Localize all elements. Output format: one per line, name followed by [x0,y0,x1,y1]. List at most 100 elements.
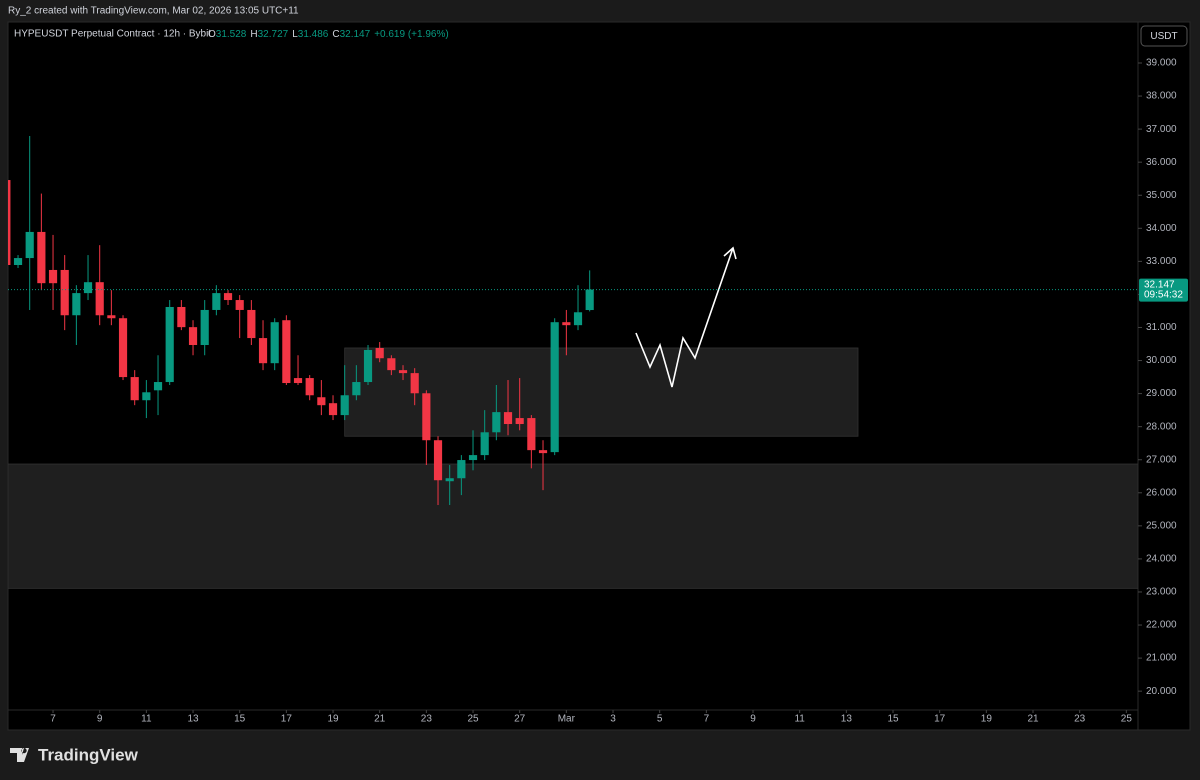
candle-body [118,318,128,378]
x-tick-label: 13 [841,714,853,725]
x-tick-label: 27 [514,714,526,725]
candle-body [223,293,233,301]
ohlc-key: O [208,29,216,40]
brand: TradingView [10,745,139,764]
candle-body [270,322,279,364]
x-tick-label: 25 [467,714,479,725]
brand-name: TradingView [38,745,139,764]
currency-button[interactable] [1140,25,1188,47]
x-tick-label: 21 [374,714,386,725]
y-tick-label: 39.000 [1146,58,1177,69]
arrow-head [723,246,737,260]
x-tick-label: 23 [1074,714,1086,725]
candle-body [282,320,291,384]
candle-body [550,322,559,453]
candle-body [153,382,163,391]
candle-body [142,392,151,401]
y-tick-label: 27.000 [1146,454,1177,465]
candle-body [25,231,34,259]
ohlc-values: O31.528 H32.727 L31.486 C32.147 +0.619 (+1.9… [208,29,449,40]
x-tick-label: 5 [657,714,663,725]
x-tick-label: 17 [281,714,293,725]
x-tick-label: 7 [50,714,56,725]
candle-body [317,397,326,406]
y-tick-label: 31.000 [1146,322,1177,333]
watermark: Ry_2 created with TradingView.com, Mar 0… [8,6,299,17]
x-tick-label: 21 [1027,714,1039,725]
symbol-title: HYPEUSDT Perpetual Contract · 12h · Bybi… [14,29,211,40]
candle-body [83,282,93,294]
candle-body [235,300,244,310]
y-tick-label: 22.000 [1146,620,1177,631]
x-tick-label: Mar [558,714,576,725]
y-tick-label: 35.000 [1146,190,1177,201]
candle-body [375,347,384,359]
y-tick-label: 28.000 [1146,421,1177,432]
ohlc-value: 31.486 [298,29,329,40]
ohlc-key: H [250,29,257,40]
x-tick-label: 11 [141,714,152,725]
candle-body [387,358,396,371]
x-tick-label: 19 [981,714,993,725]
candle-body [107,315,116,319]
candle-body [468,455,478,461]
candle-body [328,403,338,416]
ohlc-value: 31.528 [216,29,247,40]
y-tick-label: 25.000 [1146,520,1177,531]
candle-body [352,382,361,396]
ohlc-key: L [292,29,298,40]
candle-body [445,478,454,482]
candle-body [562,322,571,326]
y-tick-label: 23.000 [1146,587,1177,598]
y-tick-label: 29.000 [1146,388,1177,399]
projection-arrow [635,247,734,388]
candle-body [538,450,548,454]
last-price-box [1139,278,1188,302]
y-tick-label: 36.000 [1146,157,1177,168]
candle-body [247,309,256,339]
y-tick-label: 24.000 [1146,554,1177,565]
y-tick-label: 21.000 [1146,653,1177,664]
candle-body [422,393,431,441]
candle-body [258,338,268,364]
x-tick-label: 15 [234,714,246,725]
candle-body [165,306,174,383]
x-tick-label: 25 [1121,714,1133,725]
candle-body [305,378,314,396]
y-tick-label: 37.000 [1146,124,1177,135]
candle-body [8,180,11,265]
ohlc-value: 32.147 [340,29,371,40]
price-zone [8,463,1138,589]
candle-body [340,395,349,416]
price-zone [344,347,859,437]
y-tick-label: 30.000 [1146,355,1177,366]
candle-body [363,349,373,383]
brand-logo [10,748,29,762]
x-tick-label: 17 [934,714,946,725]
candle-body [130,377,139,401]
candle-body [398,370,408,374]
candle-body [585,289,594,311]
candle-body [527,418,536,451]
candles [8,136,594,506]
candle-body [177,306,186,328]
ohlc-key: C [332,29,339,40]
last-price-label: 32.147 [1144,280,1175,291]
countdown-label: 09:54:32 [1144,290,1183,301]
candle-body [212,293,221,310]
y-tick-label: 20.000 [1146,686,1177,697]
change: +0.619 (+1.96%) [374,29,449,40]
candle-body [573,312,583,326]
currency-label: USDT [1150,31,1177,42]
candle-body [72,293,81,316]
candle-body [188,327,198,346]
x-tick-label: 23 [421,714,433,725]
y-tick-label: 33.000 [1146,256,1177,267]
candle-body [48,269,58,284]
candle-body [200,309,209,346]
x-tick-label: 19 [327,714,339,725]
y-tick-label: 26.000 [1146,487,1177,498]
candle-body [410,373,419,394]
candle-body [37,231,46,284]
